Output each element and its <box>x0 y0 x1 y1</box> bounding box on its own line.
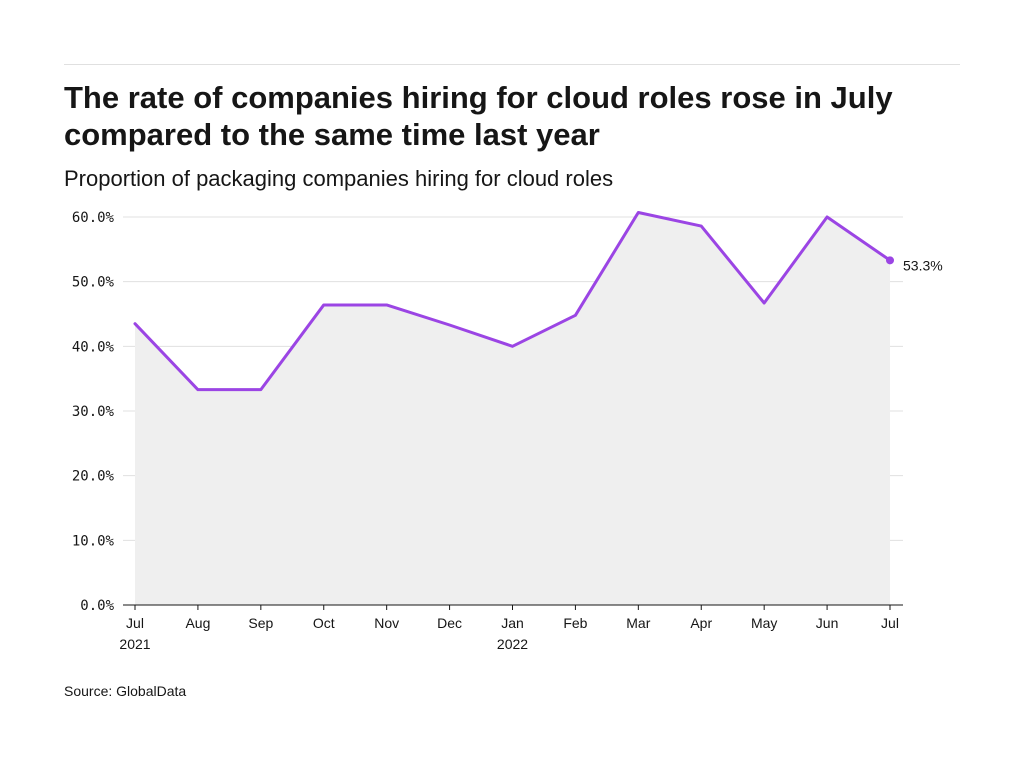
data-labels: 53.3% <box>903 257 943 273</box>
x-tick-label: Apr <box>690 615 712 631</box>
y-tick-label: 60.0% <box>72 210 115 226</box>
y-tick-label: 0.0% <box>80 598 114 614</box>
y-tick-label: 30.0% <box>72 404 115 420</box>
end-value-label: 53.3% <box>903 257 943 273</box>
x-tick-label: 2021 <box>119 636 150 652</box>
x-tick-label: Aug <box>185 615 210 631</box>
x-tick-label: Oct <box>313 615 335 631</box>
top-divider <box>64 64 960 65</box>
source-note: Source: GlobalData <box>64 683 187 699</box>
y-tick-label: 50.0% <box>72 275 115 291</box>
x-tick-label: Dec <box>437 615 462 631</box>
x-tick-label: Jun <box>816 615 839 631</box>
y-tick-label: 40.0% <box>72 339 115 355</box>
series-line-layer <box>133 210 894 392</box>
area-fill <box>135 212 890 605</box>
x-axis <box>123 604 903 610</box>
y-axis-ticks: 0.0% 10.0% 20.0% 30.0% 40.0% 50.0% 60.0% <box>72 210 115 614</box>
chart-subtitle: Proportion of packaging companies hiring… <box>64 166 614 191</box>
y-tick-label: 20.0% <box>72 469 115 485</box>
series-line <box>133 210 892 392</box>
x-tick-label: Jan <box>501 615 524 631</box>
x-tick-label: 2022 <box>497 636 528 652</box>
x-tick-label: Jul <box>126 615 144 631</box>
x-tick-label: Sep <box>248 615 273 631</box>
x-tick-label: Nov <box>374 615 399 631</box>
y-tick-label: 10.0% <box>72 533 115 549</box>
x-axis-ticks: Jul 2021 Aug Sep Oct Nov Dec Jan 2022 Feb Mar Apr Ma… <box>119 615 899 652</box>
x-tick-label: Feb <box>563 615 587 631</box>
x-tick-label: Mar <box>626 615 650 631</box>
area-fill-layer <box>135 212 890 605</box>
x-tick-label: May <box>751 615 777 631</box>
end-point-marker <box>886 256 894 265</box>
chart-title: The rate of companies hiring for cloud r… <box>64 80 893 152</box>
x-tick-label: Jul <box>881 615 899 631</box>
